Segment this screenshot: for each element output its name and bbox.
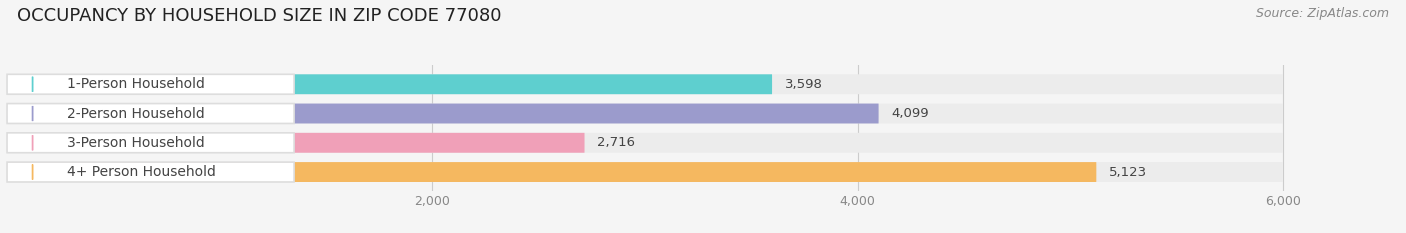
- FancyBboxPatch shape: [7, 162, 294, 182]
- Text: 3-Person Household: 3-Person Household: [66, 136, 204, 150]
- FancyBboxPatch shape: [7, 74, 1282, 94]
- Text: 2-Person Household: 2-Person Household: [66, 106, 204, 120]
- Text: 2,716: 2,716: [598, 136, 636, 149]
- FancyBboxPatch shape: [7, 74, 772, 94]
- FancyBboxPatch shape: [7, 104, 1282, 123]
- FancyBboxPatch shape: [7, 133, 585, 153]
- Text: Source: ZipAtlas.com: Source: ZipAtlas.com: [1256, 7, 1389, 20]
- Text: 1-Person Household: 1-Person Household: [66, 77, 204, 91]
- FancyBboxPatch shape: [7, 104, 879, 123]
- FancyBboxPatch shape: [7, 133, 1282, 153]
- FancyBboxPatch shape: [7, 133, 294, 153]
- FancyBboxPatch shape: [7, 104, 294, 123]
- FancyBboxPatch shape: [7, 74, 294, 94]
- Text: 3,598: 3,598: [785, 78, 823, 91]
- Text: 4+ Person Household: 4+ Person Household: [66, 165, 215, 179]
- FancyBboxPatch shape: [7, 162, 1282, 182]
- Text: 4,099: 4,099: [891, 107, 929, 120]
- FancyBboxPatch shape: [7, 162, 1097, 182]
- Text: OCCUPANCY BY HOUSEHOLD SIZE IN ZIP CODE 77080: OCCUPANCY BY HOUSEHOLD SIZE IN ZIP CODE …: [17, 7, 502, 25]
- Text: 5,123: 5,123: [1109, 165, 1147, 178]
